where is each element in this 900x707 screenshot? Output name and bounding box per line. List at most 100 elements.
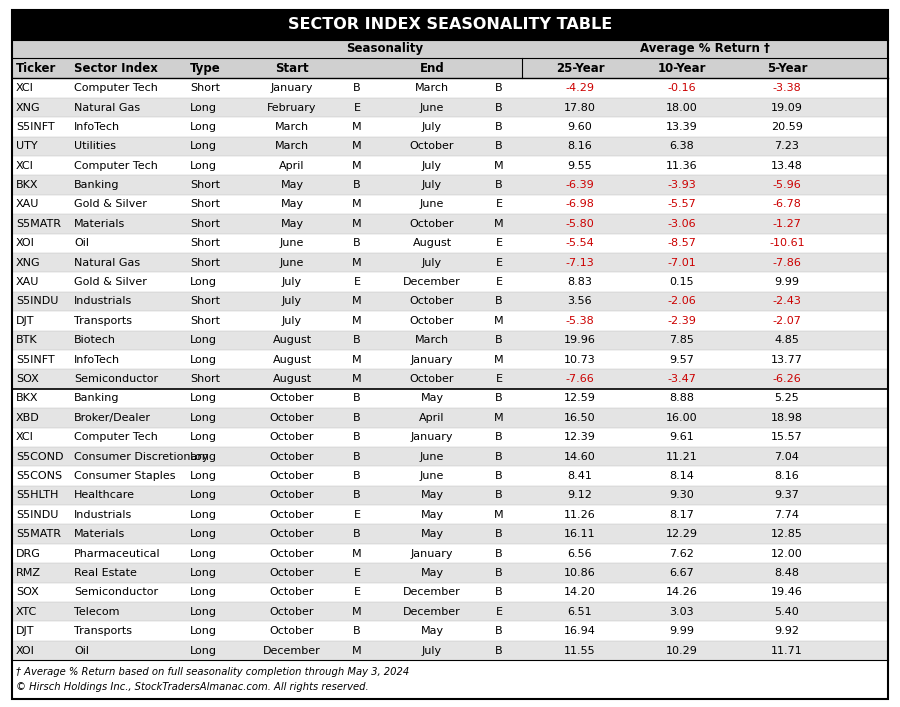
Text: 9.60: 9.60 [568, 122, 592, 132]
Text: End: End [419, 62, 445, 75]
Text: -5.57: -5.57 [668, 199, 697, 209]
Bar [12, 58, 888, 78]
Text: October: October [270, 393, 314, 404]
Text: Long: Long [190, 529, 217, 539]
Text: XCI: XCI [16, 160, 34, 170]
Text: Sector Index: Sector Index [74, 62, 158, 75]
Text: Long: Long [190, 277, 217, 287]
Bar [12, 563, 888, 583]
Text: July: July [422, 257, 442, 268]
Text: B: B [495, 180, 503, 190]
Text: -7.66: -7.66 [565, 374, 594, 384]
Bar [12, 195, 888, 214]
Text: 11.55: 11.55 [564, 645, 596, 655]
Text: Long: Long [190, 510, 217, 520]
Text: 16.00: 16.00 [666, 413, 698, 423]
Text: B: B [353, 413, 361, 423]
Bar [12, 233, 888, 253]
Text: July: July [422, 160, 442, 170]
Text: B: B [495, 452, 503, 462]
Text: 12.29: 12.29 [666, 529, 698, 539]
Text: BKX: BKX [16, 393, 39, 404]
Text: M: M [352, 122, 362, 132]
Text: -6.98: -6.98 [565, 199, 594, 209]
Text: May: May [420, 393, 444, 404]
Text: October: October [270, 491, 314, 501]
Text: -5.80: -5.80 [565, 219, 594, 229]
Text: July: July [422, 645, 442, 655]
Text: Long: Long [190, 471, 217, 481]
Text: 5.25: 5.25 [775, 393, 799, 404]
Text: Banking: Banking [74, 180, 120, 190]
Text: S5INDU: S5INDU [16, 296, 58, 306]
Text: Industrials: Industrials [74, 296, 132, 306]
Text: August: August [273, 355, 311, 365]
Text: Short: Short [190, 257, 220, 268]
Text: S5CONS: S5CONS [16, 471, 62, 481]
Text: B: B [353, 335, 361, 345]
Text: Long: Long [190, 491, 217, 501]
Text: 20.59: 20.59 [771, 122, 803, 132]
Text: Long: Long [190, 413, 217, 423]
Text: 7.74: 7.74 [775, 510, 799, 520]
Text: 19.09: 19.09 [771, 103, 803, 112]
Text: 12.85: 12.85 [771, 529, 803, 539]
Text: B: B [353, 432, 361, 442]
Text: XTC: XTC [16, 607, 37, 617]
Text: 18.98: 18.98 [771, 413, 803, 423]
Text: Long: Long [190, 626, 217, 636]
Text: E: E [354, 277, 361, 287]
Text: -5.54: -5.54 [565, 238, 594, 248]
Text: S5HLTH: S5HLTH [16, 491, 58, 501]
Text: Long: Long [190, 588, 217, 597]
Text: 19.46: 19.46 [771, 588, 803, 597]
Text: M: M [352, 160, 362, 170]
Text: E: E [496, 257, 502, 268]
Text: Short: Short [190, 316, 220, 326]
Text: M: M [352, 316, 362, 326]
Text: 7.23: 7.23 [775, 141, 799, 151]
Text: E: E [354, 510, 361, 520]
Text: Long: Long [190, 645, 217, 655]
Text: 10-Year: 10-Year [658, 62, 706, 75]
Text: 9.92: 9.92 [775, 626, 799, 636]
Text: -8.57: -8.57 [668, 238, 697, 248]
Text: 6.56: 6.56 [568, 549, 592, 559]
Text: Long: Long [190, 432, 217, 442]
Text: October: October [270, 510, 314, 520]
Text: SOX: SOX [16, 588, 39, 597]
Text: June: June [419, 471, 445, 481]
Text: M: M [352, 645, 362, 655]
Text: B: B [353, 180, 361, 190]
Bar [12, 10, 888, 40]
Text: October: October [410, 296, 454, 306]
Text: June: June [419, 199, 445, 209]
Bar [12, 621, 888, 641]
Text: Banking: Banking [74, 393, 120, 404]
Bar [12, 98, 888, 117]
Text: B: B [353, 529, 361, 539]
Text: October: October [270, 529, 314, 539]
Text: October: October [410, 219, 454, 229]
Text: 8.16: 8.16 [775, 471, 799, 481]
Text: 16.50: 16.50 [564, 413, 596, 423]
Text: XAU: XAU [16, 199, 40, 209]
Text: 9.99: 9.99 [775, 277, 799, 287]
Text: 9.57: 9.57 [670, 355, 695, 365]
Text: -7.86: -7.86 [772, 257, 801, 268]
Text: InfoTech: InfoTech [74, 122, 120, 132]
Text: May: May [281, 199, 303, 209]
Text: October: October [270, 549, 314, 559]
Text: E: E [496, 238, 502, 248]
Text: 6.51: 6.51 [568, 607, 592, 617]
Text: Oil: Oil [74, 645, 89, 655]
Text: Long: Long [190, 607, 217, 617]
Text: 9.12: 9.12 [568, 491, 592, 501]
Text: 8.14: 8.14 [670, 471, 695, 481]
Text: B: B [353, 452, 361, 462]
Text: 9.30: 9.30 [670, 491, 695, 501]
Text: E: E [354, 588, 361, 597]
Text: E: E [496, 199, 502, 209]
Text: December: December [403, 607, 461, 617]
Text: June: June [419, 452, 445, 462]
